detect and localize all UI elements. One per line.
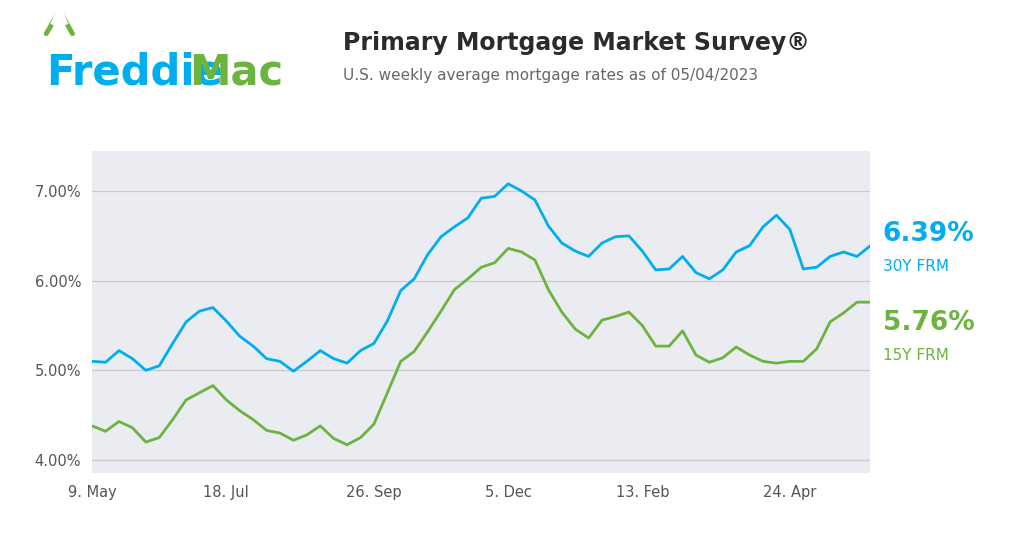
Text: 30Y FRM: 30Y FRM [883, 259, 948, 274]
Text: 5.76%: 5.76% [883, 310, 975, 336]
Text: Primary Mortgage Market Survey®: Primary Mortgage Market Survey® [343, 31, 810, 55]
Text: 15Y FRM: 15Y FRM [883, 348, 948, 363]
Text: Mac: Mac [189, 52, 284, 94]
Text: U.S. weekly average mortgage rates as of 05/04/2023: U.S. weekly average mortgage rates as of… [343, 68, 758, 83]
Text: 6.39%: 6.39% [883, 221, 975, 247]
Text: Freddie: Freddie [46, 52, 223, 94]
